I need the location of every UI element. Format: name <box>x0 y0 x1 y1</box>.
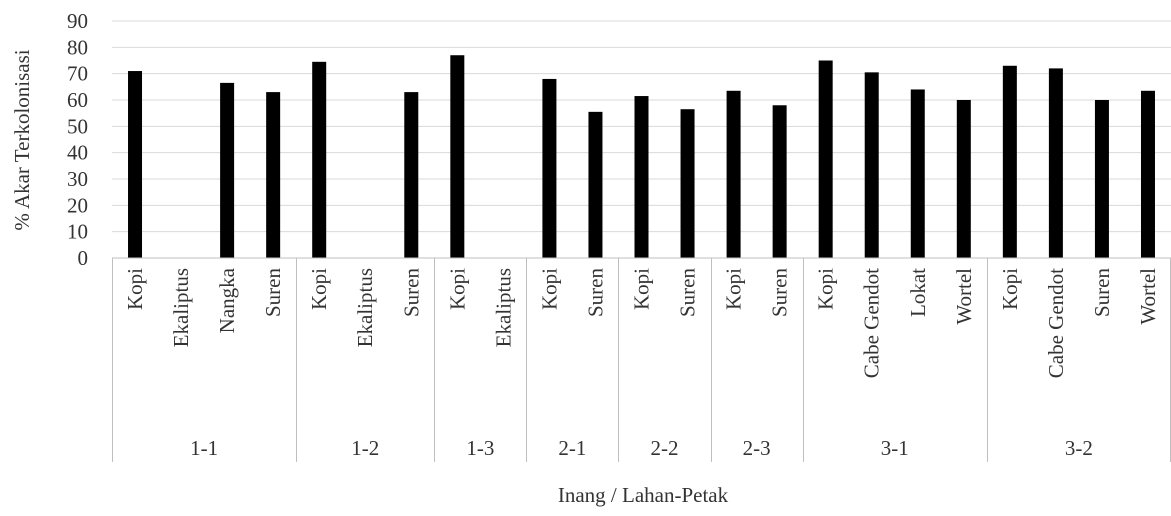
bar <box>956 100 971 258</box>
category-label: Ekaliptus <box>169 268 193 347</box>
group-label: 2-2 <box>651 436 679 460</box>
group-label: 1-2 <box>351 436 379 460</box>
y-tick-label: 60 <box>67 88 88 112</box>
bar <box>1002 65 1017 259</box>
category-label: Suren <box>676 268 700 317</box>
category-label: Kopi <box>814 268 838 310</box>
category-label: Cabe Gendot <box>860 268 884 378</box>
bar <box>680 109 695 258</box>
category-label: Nangka <box>215 267 239 333</box>
bar <box>818 60 833 258</box>
bar <box>450 55 465 258</box>
group-label: 3-1 <box>881 436 909 460</box>
bar <box>266 92 281 258</box>
group-label: 1-1 <box>190 436 218 460</box>
y-tick-label: 20 <box>67 193 88 217</box>
bars <box>128 55 1155 259</box>
category-label: Kopi <box>722 268 746 310</box>
y-tick-label: 70 <box>67 62 88 86</box>
category-label: Lokat <box>906 268 930 317</box>
group-label: 3-2 <box>1065 436 1093 460</box>
category-label: Suren <box>261 268 285 317</box>
bar <box>864 72 879 258</box>
category-label: Ekaliptus <box>353 268 377 347</box>
y-tick-label: 50 <box>67 114 88 138</box>
category-label: Kopi <box>630 268 654 310</box>
category-label: Kopi <box>307 268 331 310</box>
category-label: Kopi <box>123 268 147 310</box>
bar <box>312 61 327 258</box>
y-tick-label: 90 <box>67 9 88 33</box>
y-tick-label: 40 <box>67 141 88 165</box>
bar <box>588 111 603 258</box>
category-label: Kopi <box>537 268 561 310</box>
bar <box>1140 90 1155 259</box>
bar <box>1048 68 1063 259</box>
bar <box>542 78 557 258</box>
y-tick-label: 80 <box>67 35 88 59</box>
y-tick-label: 30 <box>67 167 88 191</box>
y-axis-title: % Akar Terkolonisasi <box>10 49 34 230</box>
category-label: Cabe Gendot <box>1044 268 1068 378</box>
axes <box>112 257 1171 462</box>
category-label: Suren <box>768 268 792 317</box>
category-label: Kopi <box>998 268 1022 310</box>
category-label: Wortel <box>1136 268 1160 325</box>
bar <box>128 71 143 259</box>
y-tick-label: 0 <box>78 246 89 270</box>
category-label: Suren <box>399 268 423 317</box>
bar <box>1094 100 1109 258</box>
category-label: Suren <box>583 268 607 317</box>
y-tick-label: 10 <box>67 220 88 244</box>
category-label: Wortel <box>952 268 976 325</box>
bar <box>220 82 235 258</box>
group-label: 2-3 <box>743 436 771 460</box>
bar <box>726 90 741 259</box>
category-label: Suren <box>1090 268 1114 317</box>
category-label: Ekaliptus <box>491 268 515 347</box>
group-label: 2-1 <box>558 436 586 460</box>
bar <box>772 105 787 259</box>
x-axis-title: Inang / Lahan-Petak <box>558 483 729 507</box>
category-label: Kopi <box>445 268 469 310</box>
bar <box>910 89 925 258</box>
bar <box>634 96 649 258</box>
bar <box>404 92 419 258</box>
group-label: 1-3 <box>466 436 494 460</box>
